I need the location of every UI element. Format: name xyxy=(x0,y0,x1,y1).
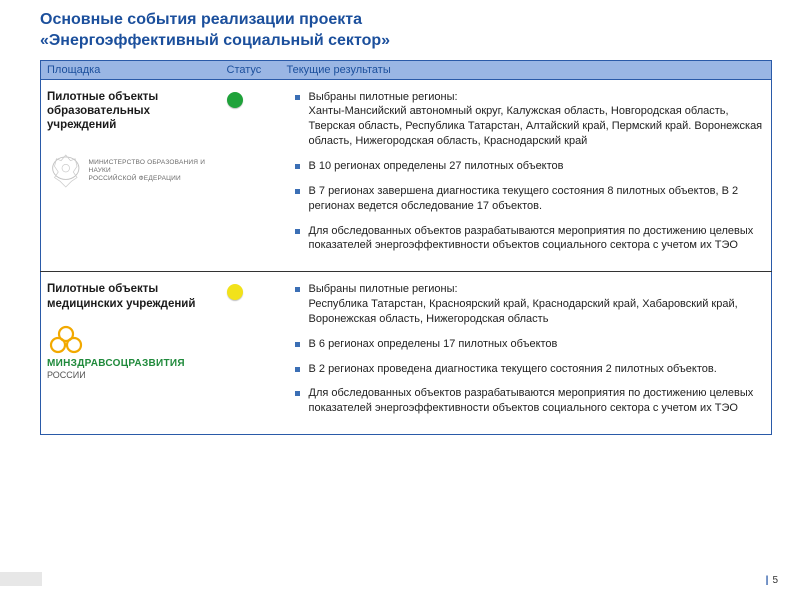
eagle-emblem-icon xyxy=(47,147,85,195)
table-row: Пилотные объекты образовательных учрежде… xyxy=(41,79,772,272)
list-item: В 6 регионах определены 17 пилотных объе… xyxy=(299,337,766,352)
list-item: В 7 регионах завершена диагностика текущ… xyxy=(299,184,766,214)
ministry-edu-text: МИНИСТЕРСТВО ОБРАЗОВАНИЯ И НАУКИ РОССИЙС… xyxy=(89,159,215,182)
list-item: Выбраны пилотные регионы: Ханты-Мансийск… xyxy=(299,90,766,149)
footer-bar xyxy=(0,572,800,586)
list-item: В 10 регионах определены 27 пилотных объ… xyxy=(299,159,766,174)
trefoil-icon xyxy=(47,325,85,355)
hdr-results: Текущие результаты xyxy=(281,60,772,79)
ministry-health-block: МИНЗДРАВСОЦРАЗВИТИЯ РОССИИ xyxy=(47,325,215,380)
hdr-site: Площадка xyxy=(41,60,221,79)
status-table: Площадка Статус Текущие результаты Пилот… xyxy=(40,60,772,436)
footer-grey-block xyxy=(0,572,42,586)
title-line1: Основные события реализации проекта xyxy=(40,11,362,28)
list-item: Для обследованных объектов разрабатывают… xyxy=(299,386,766,416)
slide: Основные события реализации проекта «Эне… xyxy=(0,0,800,435)
table-header-row: Площадка Статус Текущие результаты xyxy=(41,60,772,79)
slide-title: Основные события реализации проекта «Эне… xyxy=(40,10,772,52)
row1-results: Выбраны пилотные регионы: Ханты-Мансийск… xyxy=(287,90,766,254)
ministry-edu-block: МИНИСТЕРСТВО ОБРАЗОВАНИЯ И НАУКИ РОССИЙС… xyxy=(47,147,215,195)
row2-results: Выбраны пилотные регионы: Республика Тат… xyxy=(287,282,766,416)
list-item: В 2 регионах проведена диагностика текущ… xyxy=(299,362,766,377)
table-row: Пилотные объекты медицинских учреждений … xyxy=(41,272,772,435)
row1-site: Пилотные объекты образовательных учрежде… xyxy=(47,90,215,133)
status-dot-green xyxy=(227,92,243,108)
list-item: Выбраны пилотные регионы: Республика Тат… xyxy=(299,282,766,327)
list-item: Для обследованных объектов разрабатывают… xyxy=(299,224,766,254)
mz-line2: РОССИИ xyxy=(47,370,215,380)
title-line2: «Энергоэффективный социальный сектор» xyxy=(40,32,390,49)
status-dot-yellow xyxy=(227,284,243,300)
hdr-status: Статус xyxy=(221,60,281,79)
mz-line1: МИНЗДРАВСОЦРАЗВИТИЯ xyxy=(47,358,215,369)
page-number: |5 xyxy=(766,575,778,586)
row2-site: Пилотные объекты медицинских учреждений xyxy=(47,282,215,311)
page-bar-icon: | xyxy=(766,575,769,586)
